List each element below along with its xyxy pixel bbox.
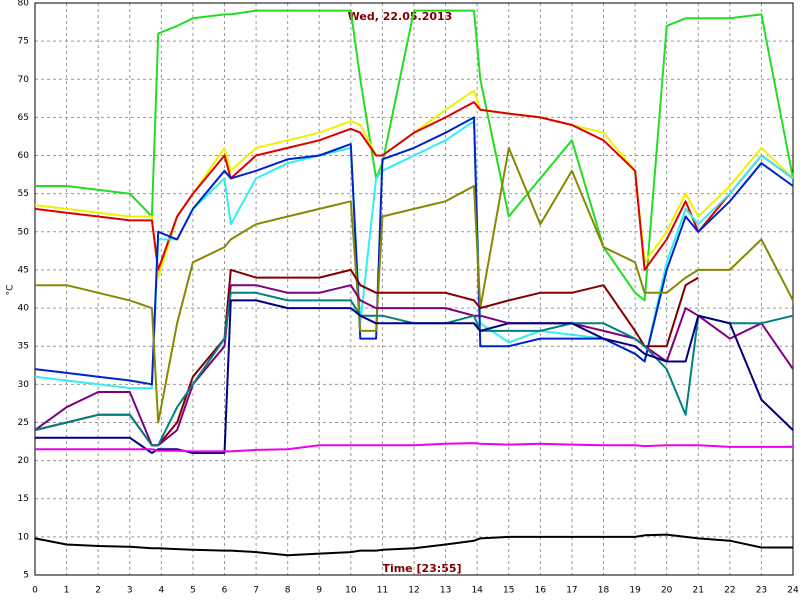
x-tick-label: 12 bbox=[408, 586, 419, 596]
y-tick-label: 65 bbox=[18, 113, 29, 123]
y-tick-label: 10 bbox=[18, 532, 30, 542]
series-line bbox=[34, 101, 794, 271]
series-line bbox=[34, 291, 794, 447]
y-tick-label: 5 bbox=[23, 571, 29, 581]
x-tick-label: 1 bbox=[64, 586, 70, 596]
y-tick-label: 75 bbox=[18, 37, 29, 47]
x-tick-label: 18 bbox=[598, 586, 610, 596]
x-tick-label: 14 bbox=[471, 586, 483, 596]
series-line bbox=[34, 284, 794, 447]
x-tick-label: 24 bbox=[787, 586, 799, 596]
y-tick-label: 55 bbox=[18, 189, 29, 199]
x-tick-label: 20 bbox=[661, 586, 673, 596]
plot-frame bbox=[34, 2, 794, 576]
y-tick-label: 50 bbox=[18, 227, 30, 237]
x-tick-label: 2 bbox=[95, 586, 101, 596]
y-tick-label: 45 bbox=[18, 265, 29, 275]
series-line bbox=[34, 116, 794, 386]
y-tick-label: 25 bbox=[18, 418, 29, 428]
y-tick-label: 35 bbox=[18, 342, 29, 352]
y-tick-label: 70 bbox=[18, 75, 30, 85]
x-tick-label: 10 bbox=[345, 586, 357, 596]
y-axis-label: °C bbox=[6, 285, 16, 296]
series-line bbox=[35, 442, 793, 453]
x-tick-label: 15 bbox=[503, 586, 514, 596]
x-tick-label: 16 bbox=[535, 586, 547, 596]
y-tick-label: 15 bbox=[18, 494, 29, 504]
y-tick-label: 20 bbox=[18, 456, 30, 466]
series-line bbox=[34, 533, 793, 557]
x-tick-label: 3 bbox=[127, 586, 133, 596]
x-tick-label: 22 bbox=[724, 586, 735, 596]
y-tick-label: 60 bbox=[18, 151, 30, 161]
x-axis-label: Time [23:55] bbox=[382, 562, 461, 575]
x-tick-label: 17 bbox=[566, 586, 577, 596]
series-line bbox=[35, 299, 794, 454]
x-tick-label: 4 bbox=[158, 586, 164, 596]
y-tick-label: 40 bbox=[18, 304, 30, 314]
x-tick-label: 19 bbox=[629, 586, 641, 596]
x-tick-label: 9 bbox=[316, 586, 322, 596]
x-tick-label: 5 bbox=[190, 586, 196, 596]
y-tick-label: 30 bbox=[18, 380, 30, 390]
x-tick-label: 21 bbox=[693, 586, 704, 596]
series-line bbox=[35, 146, 794, 424]
chart-title: Wed, 22.05.2013 bbox=[348, 10, 453, 23]
x-tick-label: 6 bbox=[222, 586, 228, 596]
x-tick-label: 23 bbox=[756, 586, 767, 596]
x-tick-label: 13 bbox=[440, 586, 451, 596]
x-tick-label: 7 bbox=[253, 586, 259, 596]
x-tick-label: 8 bbox=[285, 586, 291, 596]
x-tick-label: 11 bbox=[377, 586, 388, 596]
x-tick-label: 0 bbox=[32, 586, 38, 596]
y-tick-label: 80 bbox=[18, 0, 30, 9]
